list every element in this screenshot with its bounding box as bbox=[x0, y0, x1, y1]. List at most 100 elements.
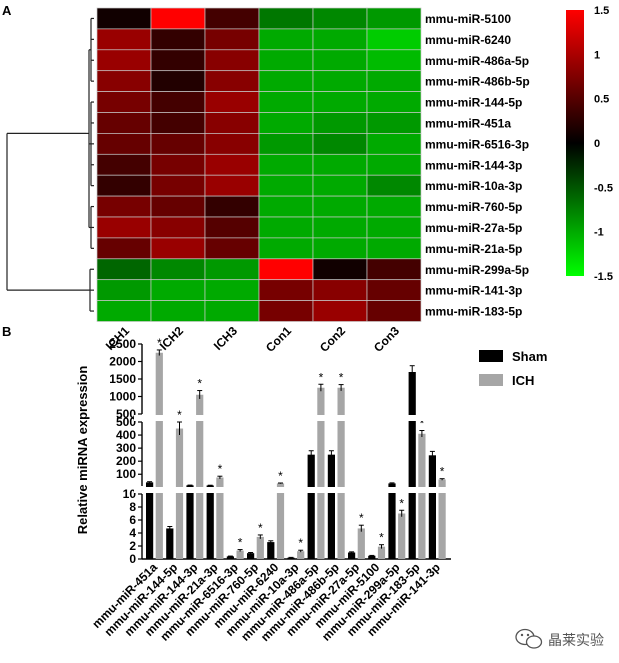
y-tick-label: 300 bbox=[116, 441, 136, 455]
heatmap-cell bbox=[312, 133, 368, 155]
heatmap-row-label: mmu-miR-144-5p bbox=[425, 96, 522, 110]
colorbar-tick-label: 1.5 bbox=[594, 5, 609, 17]
bar-sham bbox=[186, 485, 194, 559]
heatmap-cell bbox=[258, 258, 314, 281]
heatmap-cell bbox=[204, 216, 260, 239]
y-tick-label: 200 bbox=[116, 454, 136, 468]
heatmap-cell bbox=[96, 279, 152, 301]
heatmap-cell bbox=[258, 153, 314, 176]
heatmap-cell bbox=[96, 258, 152, 281]
heatmap-cell bbox=[150, 49, 206, 72]
heatmap-column-label: ICH3 bbox=[211, 323, 240, 352]
bar-ich bbox=[317, 387, 325, 559]
bar-ich bbox=[276, 483, 285, 559]
significance-marker: * bbox=[379, 531, 384, 545]
bar-sham bbox=[307, 454, 315, 559]
y-tick-label: 100 bbox=[116, 467, 136, 481]
heatmap-row-label: mmu-miR-21a-5p bbox=[425, 242, 522, 256]
heatmap-cell bbox=[204, 7, 260, 30]
heatmap-cell bbox=[258, 174, 314, 197]
heatmap-cell bbox=[312, 70, 368, 92]
heatmap-cell bbox=[366, 91, 422, 113]
y-axis-label: Relative miRNA expression bbox=[75, 366, 90, 535]
y-tick-label: 1000 bbox=[109, 390, 136, 404]
heatmap-cell bbox=[258, 237, 314, 260]
y-tick-label: 4 bbox=[129, 526, 136, 540]
heatmap-cell bbox=[150, 7, 206, 30]
heatmap-cell bbox=[366, 70, 422, 92]
y-tick-label: 2 bbox=[129, 539, 136, 553]
watermark: 晶莱实验 bbox=[515, 628, 604, 649]
heatmap-cell bbox=[366, 28, 422, 51]
heatmap-row-label: mmu-miR-760-5p bbox=[425, 200, 522, 214]
heatmap-cell bbox=[366, 7, 422, 30]
bar-sham bbox=[146, 482, 154, 559]
heatmap-cell bbox=[96, 28, 152, 51]
row-dendrogram bbox=[6, 17, 94, 312]
heatmap-row-label: mmu-miR-486b-5p bbox=[425, 75, 530, 89]
heatmap-cell bbox=[366, 112, 422, 134]
bar-sham bbox=[428, 455, 436, 559]
bar-sham bbox=[408, 372, 416, 559]
heatmap-cell bbox=[150, 70, 206, 92]
heatmap-cell bbox=[312, 153, 368, 176]
heatmap: mmu-miR-5100 mmu-miR-6240 mmu-miR-486a-5p m… bbox=[96, 7, 530, 355]
heatmap-cell bbox=[204, 49, 260, 72]
heatmap-cell bbox=[96, 216, 152, 239]
colorbar-tick-label: 1 bbox=[594, 49, 600, 61]
heatmap-row-label: mmu-miR-144-3p bbox=[425, 158, 522, 172]
heatmap-cell bbox=[204, 70, 260, 92]
heatmap-cell bbox=[150, 174, 206, 197]
y-tick-label: 400 bbox=[116, 428, 136, 442]
axis-break-gap bbox=[134, 487, 453, 493]
heatmap-cell bbox=[150, 216, 206, 239]
heatmap-cell bbox=[204, 112, 260, 134]
heatmap-cell bbox=[204, 91, 260, 113]
bar-ich bbox=[175, 428, 184, 559]
heatmap-cell bbox=[366, 216, 422, 239]
significance-marker: * bbox=[420, 416, 425, 430]
heatmap-cell bbox=[96, 112, 152, 134]
heatmap-column-label: Con3 bbox=[371, 323, 402, 354]
heatmap-cell bbox=[204, 237, 260, 260]
heatmap-row-label: mmu-miR-141-3p bbox=[425, 284, 522, 298]
significance-marker: * bbox=[440, 465, 445, 479]
colorbar-tick-label: -1.5 bbox=[594, 271, 613, 283]
heatmap-cell bbox=[366, 258, 422, 281]
heatmap-cell bbox=[96, 195, 152, 218]
heatmap-row-label: mmu-miR-6240 bbox=[425, 33, 511, 47]
heatmap-cell bbox=[96, 91, 152, 113]
panel-a-label: A bbox=[2, 3, 12, 18]
heatmap-cell bbox=[150, 258, 206, 281]
heatmap-cell bbox=[366, 174, 422, 197]
significance-marker: * bbox=[298, 536, 303, 550]
colorbar-gradient bbox=[566, 10, 584, 276]
bar-sham bbox=[348, 552, 356, 559]
heatmap-cell bbox=[366, 279, 422, 301]
heatmap-cell bbox=[312, 28, 368, 51]
heatmap-row-label: mmu-miR-486a-5p bbox=[425, 54, 529, 68]
heatmap-column-label: Con1 bbox=[263, 323, 294, 354]
colorbar-tick-label: 0 bbox=[594, 138, 600, 150]
y-tick-label: 1500 bbox=[109, 372, 136, 386]
bar-ich bbox=[377, 546, 386, 559]
heatmap-cell bbox=[96, 133, 152, 155]
panel-b-label: B bbox=[2, 324, 11, 339]
heatmap-cell bbox=[258, 70, 314, 92]
heatmap-cell bbox=[150, 237, 206, 260]
heatmap-cell bbox=[204, 28, 260, 51]
heatmap-cell bbox=[312, 195, 368, 218]
heatmap-cell bbox=[258, 195, 314, 218]
colorbar-tick-label: -0.5 bbox=[594, 182, 613, 194]
heatmap-cell bbox=[258, 28, 314, 51]
bar-ich bbox=[337, 387, 345, 559]
heatmap-cell bbox=[204, 300, 260, 322]
significance-marker: * bbox=[157, 336, 162, 350]
y-tick-label: 8 bbox=[129, 500, 136, 514]
significance-marker: * bbox=[359, 511, 364, 525]
bar-sham bbox=[267, 542, 275, 559]
bar-sham bbox=[327, 454, 335, 559]
heatmap-cell bbox=[258, 49, 314, 72]
bar-sham bbox=[388, 483, 396, 559]
